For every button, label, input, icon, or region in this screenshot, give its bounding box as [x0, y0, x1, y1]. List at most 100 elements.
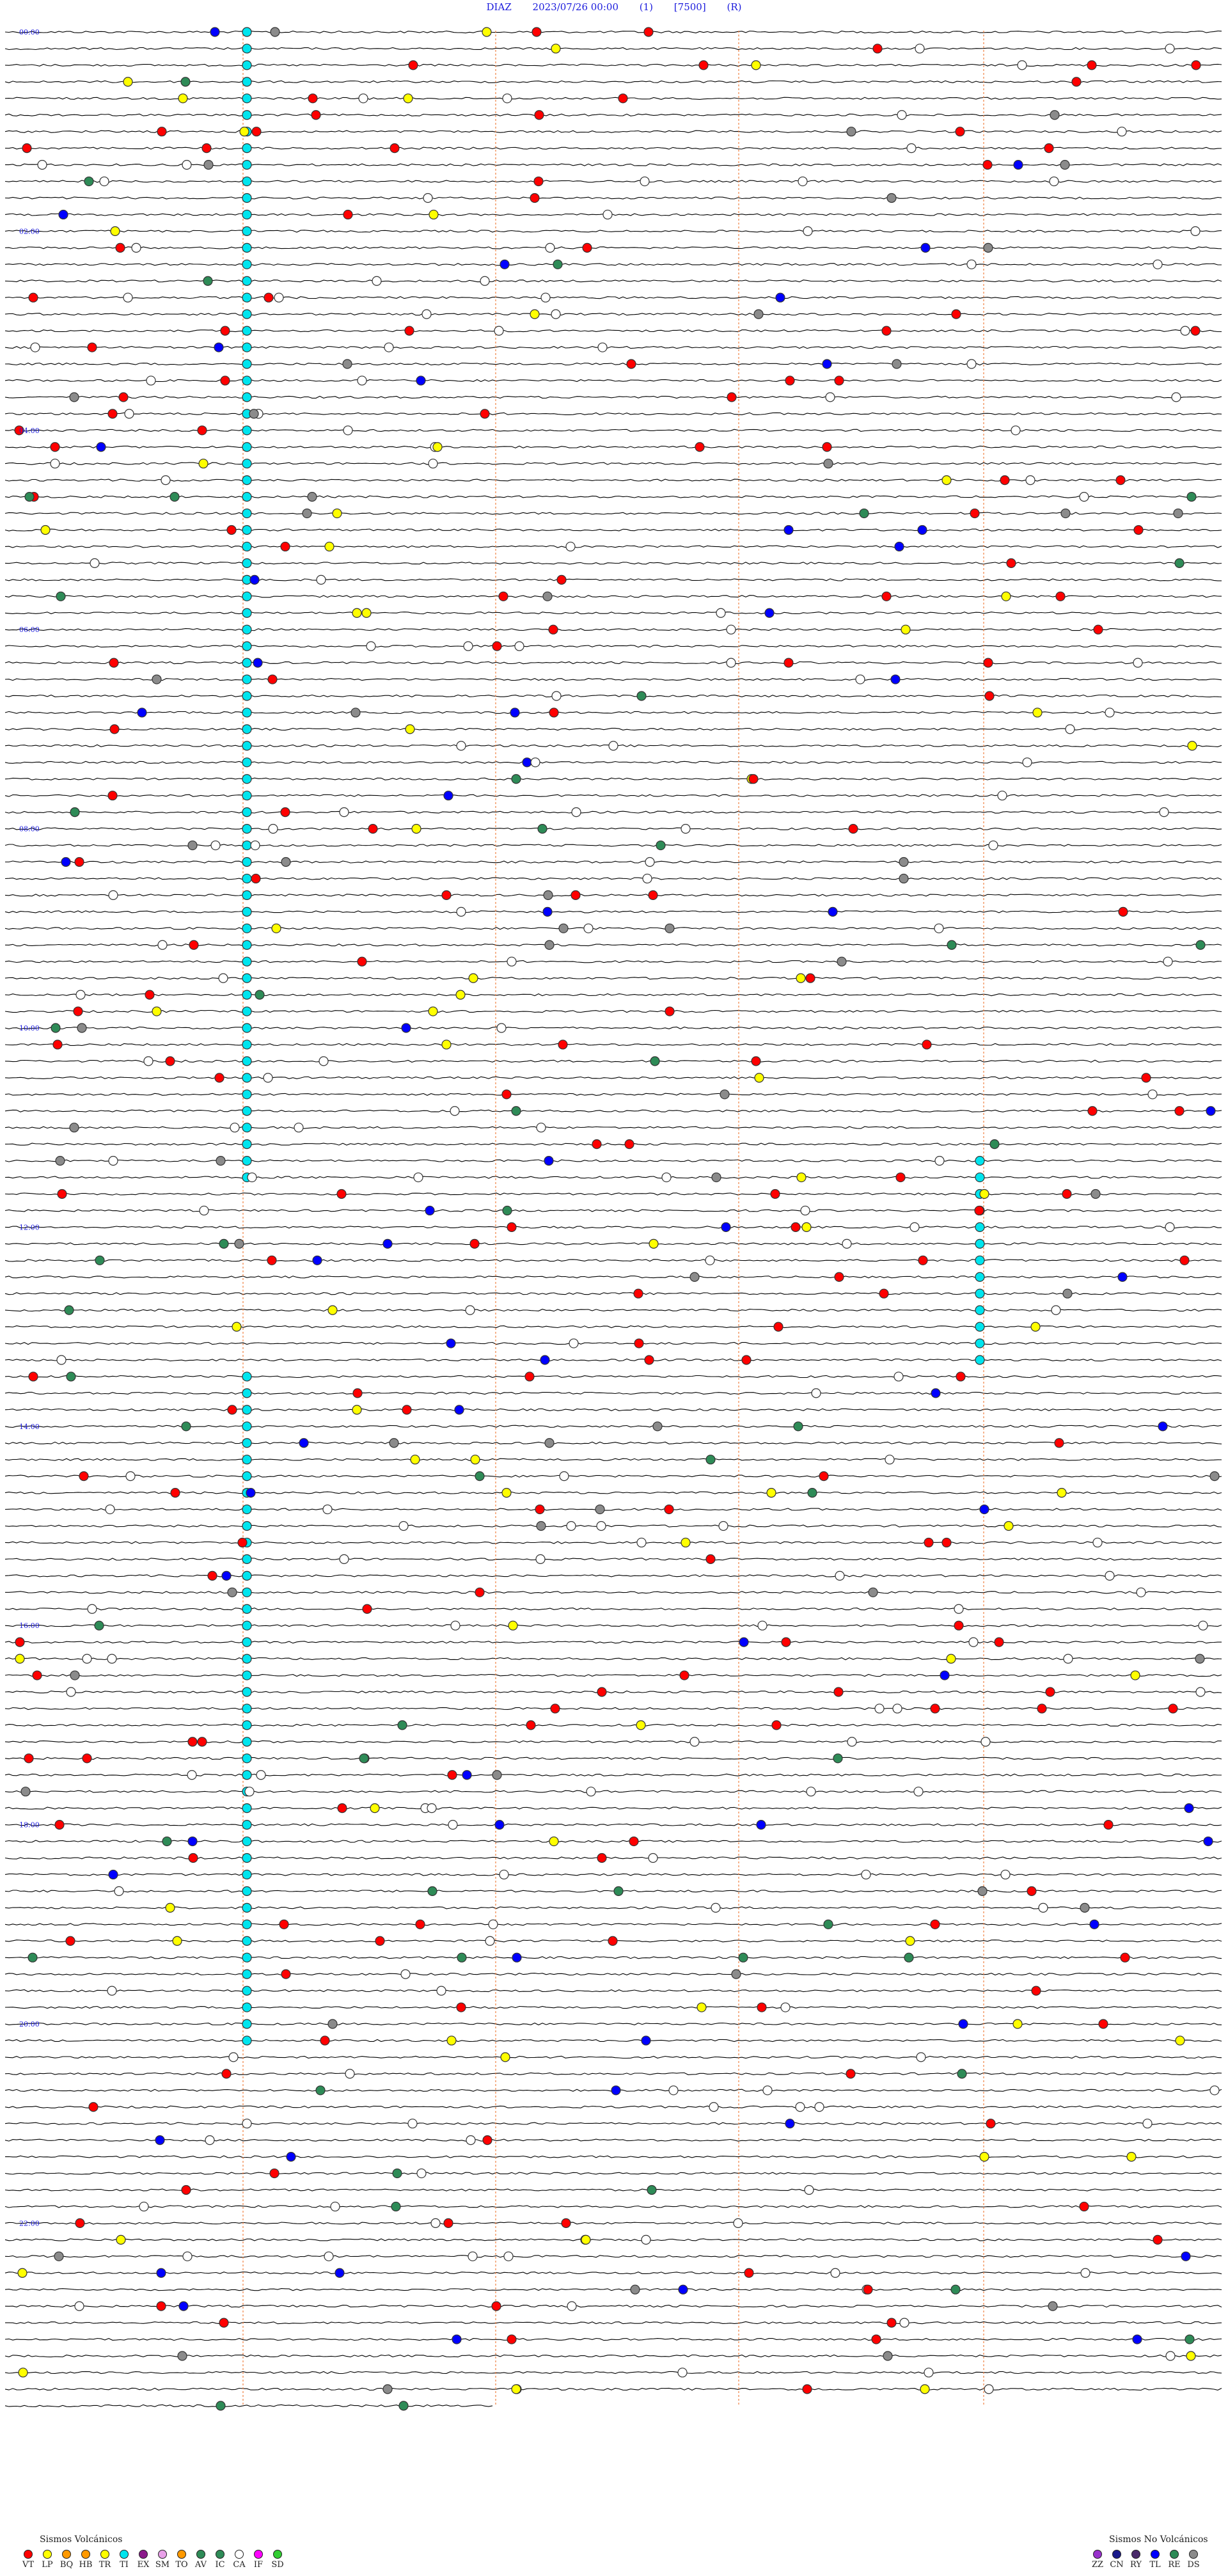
event-marker: [894, 541, 904, 552]
event-marker: [1060, 508, 1071, 519]
hour-labels: 00:00 02:00 04:00 06:00 08:00 10:00 12:00 14:00…: [19, 28, 40, 2227]
legend-item-ex: EX: [133, 2550, 154, 2570]
event-marker: [454, 1405, 464, 1415]
legend-volcanic-title: Sismos Volcánicos: [40, 2534, 123, 2545]
event-marker: [920, 2384, 930, 2394]
event-marker: [586, 1787, 596, 1797]
trace-line: [4, 313, 1222, 316]
event-marker: [508, 1620, 518, 1631]
legend-dot-icon: [1151, 2550, 1160, 2559]
event-marker: [268, 823, 278, 834]
trace-line: [4, 1524, 1222, 1528]
event-marker: [1006, 558, 1016, 569]
event-marker: [242, 1106, 252, 1116]
event-marker: [966, 259, 977, 269]
event-marker: [795, 2102, 805, 2112]
legend-code: TO: [175, 2560, 188, 2570]
event-marker: [242, 956, 252, 967]
event-marker: [1044, 143, 1054, 154]
event-marker: [242, 1570, 252, 1581]
event-marker: [783, 525, 794, 535]
event-marker: [738, 1952, 748, 1963]
trace-line: [4, 1059, 1222, 1063]
event-marker: [626, 359, 636, 369]
event-marker: [242, 1703, 252, 1714]
event-marker: [337, 1803, 347, 1813]
event-marker: [242, 774, 252, 784]
event-marker: [718, 1521, 728, 1531]
hour-label: 02:00: [19, 227, 40, 235]
event-marker: [242, 1936, 252, 1946]
event-marker: [339, 807, 349, 818]
event-marker: [448, 1820, 458, 1830]
legend-non-volcanic-items: ZZ CN RY TL RE DS: [1087, 2550, 1222, 2572]
event-marker: [408, 60, 418, 70]
event-marker: [558, 1039, 568, 1050]
event-marker: [645, 857, 655, 867]
event-marker: [689, 1272, 700, 1282]
event-marker: [162, 1836, 172, 1847]
event-marker: [859, 508, 869, 519]
event-marker: [207, 1570, 217, 1581]
trace-line: [4, 1723, 1222, 1727]
event-marker: [242, 508, 252, 519]
event-marker: [165, 1056, 175, 1066]
trace-line: [4, 595, 1222, 598]
event-marker: [494, 326, 504, 336]
event-marker: [137, 707, 147, 718]
event-marker: [1133, 658, 1143, 668]
trace-line: [4, 1972, 1222, 1976]
event-marker: [14, 425, 24, 436]
event-marker: [64, 1305, 74, 1315]
legend-dot-icon: [120, 2550, 129, 2559]
event-marker: [469, 1238, 480, 1249]
event-marker: [979, 2152, 989, 2162]
event-marker: [87, 1604, 97, 1614]
event-marker: [648, 890, 658, 901]
event-marker: [263, 1073, 273, 1083]
event-marker: [496, 1023, 507, 1033]
event-marker: [1062, 1288, 1073, 1299]
event-marker: [188, 1853, 198, 1863]
event-marker: [178, 2301, 189, 2311]
event-marker: [302, 508, 312, 519]
event-marker: [242, 143, 252, 154]
trace-line: [4, 1923, 1222, 1926]
event-marker: [892, 1703, 902, 1714]
event-marker: [368, 823, 378, 834]
event-marker: [1181, 2251, 1191, 2261]
event-marker: [947, 940, 957, 950]
trace-line: [4, 1641, 1222, 1644]
event-marker: [834, 1272, 844, 1282]
event-marker: [322, 1504, 333, 1515]
event-marker: [242, 741, 252, 751]
legend-volcanic-items: VT LP BQ HB TR TI EX SM TO AV IC CA IF SD: [18, 2550, 312, 2572]
event-marker: [95, 1255, 105, 1265]
event-marker: [1184, 1803, 1194, 1813]
event-marker: [558, 923, 569, 933]
event-marker: [846, 2069, 856, 2079]
event-marker: [753, 309, 764, 319]
event-marker: [375, 1936, 385, 1946]
event-marker: [984, 691, 995, 701]
event-marker: [372, 276, 382, 286]
event-marker: [187, 1737, 198, 1747]
event-marker: [242, 375, 252, 386]
event-marker: [930, 1703, 940, 1714]
header-channel: (1): [639, 1, 654, 13]
legend-code: VT: [22, 2560, 35, 2570]
event-marker: [242, 624, 252, 635]
event-marker: [649, 1238, 659, 1249]
event-marker: [633, 1288, 643, 1299]
legend-code: SM: [155, 2560, 170, 2570]
event-marker: [203, 160, 214, 170]
event-marker: [597, 342, 608, 352]
event-marker: [871, 2334, 881, 2344]
event-marker: [242, 641, 252, 651]
event-marker: [410, 1455, 420, 1465]
event-marker: [661, 1172, 672, 1183]
event-marker: [242, 674, 252, 684]
event-marker: [1153, 2234, 1163, 2245]
event-marker: [90, 558, 100, 569]
event-marker: [343, 425, 353, 436]
